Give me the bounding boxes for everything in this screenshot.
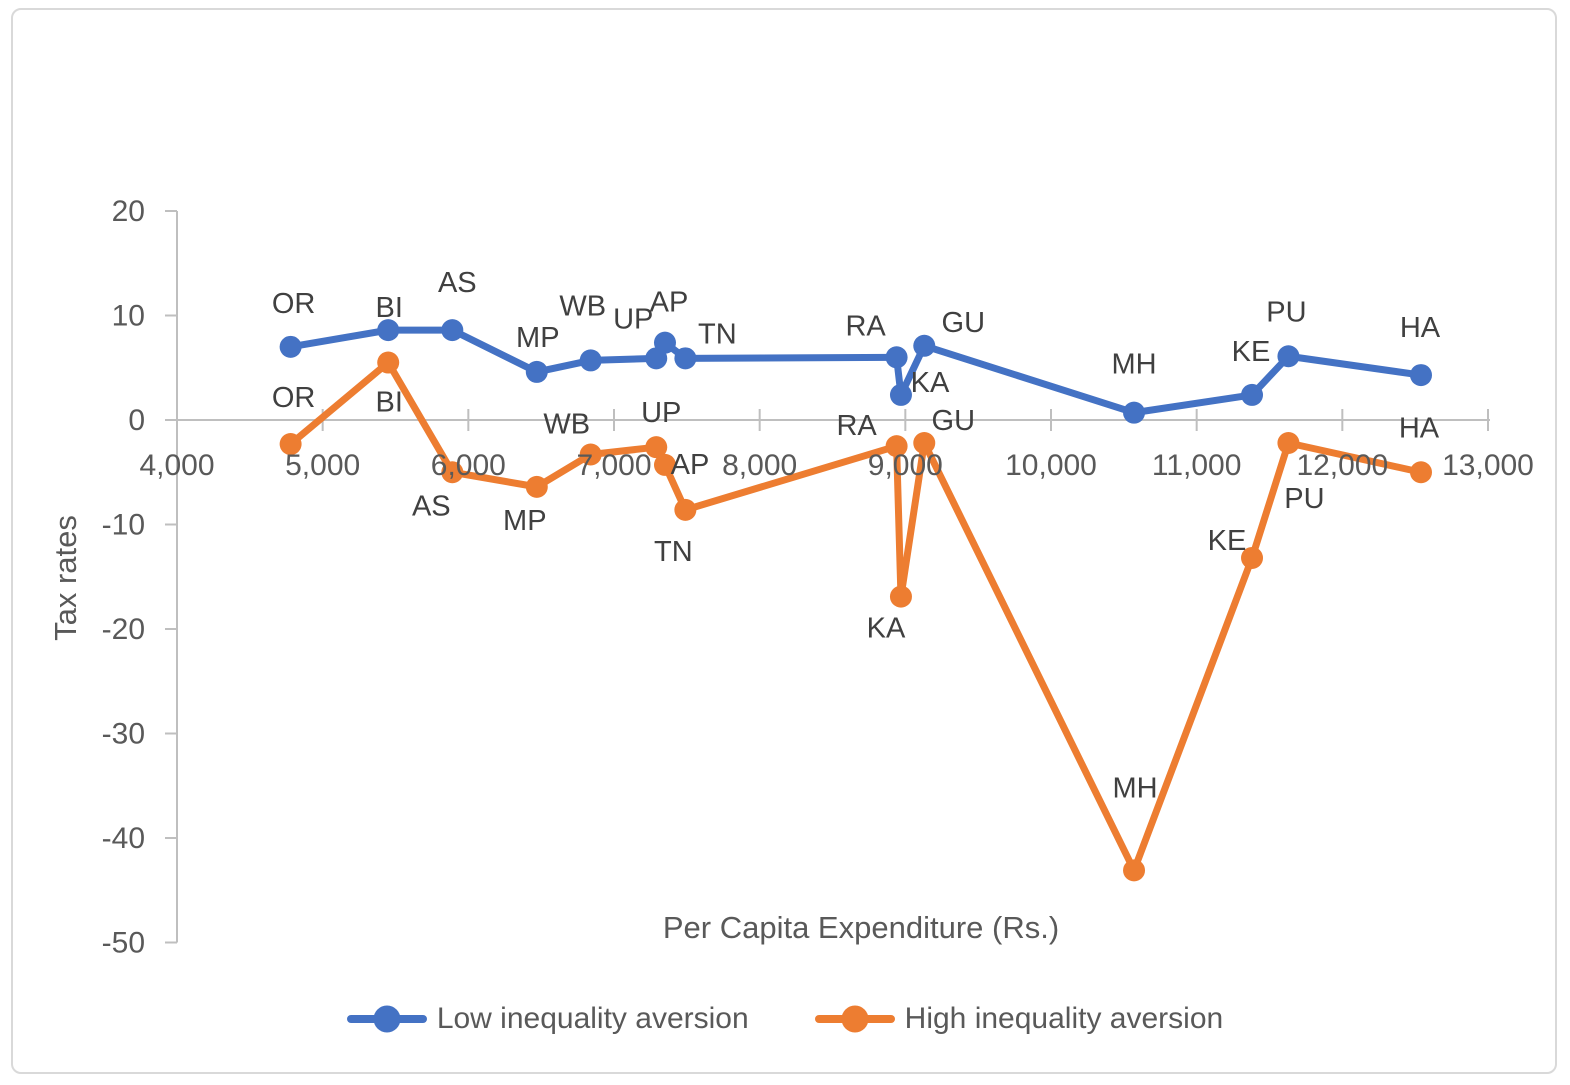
data-label-1-MP: MP (503, 505, 547, 537)
data-label-1-KA: KA (867, 613, 906, 645)
series-1-point-AS (441, 461, 464, 484)
data-label-1-PU: PU (1284, 483, 1324, 515)
data-label-0-UP: UP (613, 303, 653, 335)
series-1-point-OR (279, 433, 302, 456)
y-tick-label: -50 (102, 927, 145, 960)
data-label-1-WB: WB (543, 408, 590, 440)
axes (165, 210, 1490, 944)
line-marker-icon (346, 1005, 427, 1033)
data-label-1-RA: RA (836, 410, 877, 442)
series-1-point-MP (525, 475, 548, 498)
series-0-point-RA (885, 346, 908, 369)
x-tick-label: 7,000 (576, 449, 651, 482)
x-tick-label: 13,000 (1442, 449, 1534, 482)
series-1-point-KA (889, 585, 912, 608)
circle-marker-icon (373, 1005, 401, 1033)
data-label-0-RA: RA (845, 310, 886, 342)
series-0-point-KA (889, 383, 912, 406)
data-label-1-TN: TN (654, 536, 693, 568)
series-0-point-PU (1277, 345, 1300, 368)
data-label-0-HA: HA (1400, 312, 1441, 344)
series-1-point-PU (1277, 431, 1300, 454)
circle-marker-icon (841, 1005, 869, 1033)
series-1-point-MH (1123, 859, 1146, 882)
series-0-point-MH (1123, 401, 1146, 424)
data-label-0-WB: WB (559, 290, 606, 322)
data-label-1-AS: AS (412, 490, 451, 522)
data-label-0-PU: PU (1266, 296, 1306, 328)
x-axis-title: Per Capita Expenditure (Rs.) (662, 910, 1060, 945)
data-label-1-KE: KE (1208, 525, 1247, 557)
x-tick-label: 9,000 (868, 449, 943, 482)
y-tick-label: 20 (112, 195, 145, 228)
series-0-point-HA (1409, 364, 1432, 387)
series-0-point-AP (653, 331, 676, 354)
series-1-point-AP (653, 453, 676, 476)
x-tick-label: 10,000 (1005, 449, 1097, 482)
y-tick-label: -20 (102, 613, 145, 646)
legend-label: Low inequality aversion (436, 1002, 749, 1035)
series-1-point-RA (885, 435, 908, 458)
data-label-0-KE: KE (1232, 336, 1271, 368)
tick-labels: 4,000 5,000 6,000 7,000 8,000 9,000 10,000 11,0… (102, 195, 1534, 960)
x-tick-label: 5,000 (285, 449, 360, 482)
series-0-point-BI (377, 319, 400, 342)
series-0-point-AS (441, 319, 464, 342)
data-label-1-AP: AP (671, 449, 710, 481)
data-label-0-TN: TN (698, 318, 737, 350)
legend: Low inequality aversion High inequality … (0, 1002, 1570, 1036)
data-label-0-BI: BI (376, 292, 403, 324)
series-1-point-KE (1241, 546, 1264, 569)
x-tick-label: 11,000 (1152, 449, 1242, 482)
data-label-0-AS: AS (438, 267, 477, 299)
series-lines (279, 319, 1432, 882)
data-label-1-BI: BI (376, 387, 403, 419)
x-tick-label: 4,000 (139, 449, 214, 482)
series-1-point-UP (645, 436, 668, 459)
x-tick-label: 8,000 (722, 449, 797, 482)
chart-frame (11, 8, 1557, 1074)
y-tick-label: 0 (128, 404, 145, 437)
legend-item-high-inequality: High inequality aversion (814, 1002, 1224, 1036)
x-tick-label: 12,000 (1296, 449, 1388, 482)
series-0-point-WB (579, 349, 602, 372)
series-0-point-GU (913, 334, 936, 357)
legend-label: High inequality aversion (904, 1002, 1224, 1035)
series-0-point-OR (279, 335, 302, 358)
series-1-point-BI (377, 351, 400, 374)
data-label-0-MP: MP (516, 322, 560, 354)
series-0-point-KE (1241, 383, 1264, 406)
data-label-1-HA: HA (1399, 412, 1440, 444)
data-label-1-MH: MH (1112, 772, 1157, 804)
line-marker-icon (814, 1005, 895, 1033)
x-tick-label: 6,000 (431, 449, 506, 482)
y-tick-label: -30 (102, 718, 145, 751)
series-1-point-TN (674, 498, 697, 521)
series-0-point-MP (525, 360, 548, 383)
legend-item-low-inequality: Low inequality aversion (346, 1002, 749, 1036)
data-label-0-AP: AP (650, 287, 689, 319)
y-tick-label: -40 (102, 822, 145, 855)
series-1-point-WB (579, 443, 602, 466)
data-label-0-KA: KA (911, 367, 950, 399)
data-label-1-UP: UP (641, 397, 681, 429)
series-1-point-HA (1409, 461, 1432, 484)
series-1-point-GU (913, 431, 936, 454)
data-label-0-OR: OR (272, 288, 316, 320)
y-tick-label: -10 (102, 509, 145, 542)
data-label-0-GU: GU (942, 307, 986, 339)
series-0-point-TN (674, 347, 697, 370)
data-label-1-OR: OR (272, 382, 316, 414)
y-axis-title: Tax rates (48, 515, 83, 641)
data-label-1-GU: GU (932, 405, 976, 437)
y-tick-label: 10 (112, 300, 145, 333)
data-label-0-MH: MH (1111, 349, 1156, 381)
